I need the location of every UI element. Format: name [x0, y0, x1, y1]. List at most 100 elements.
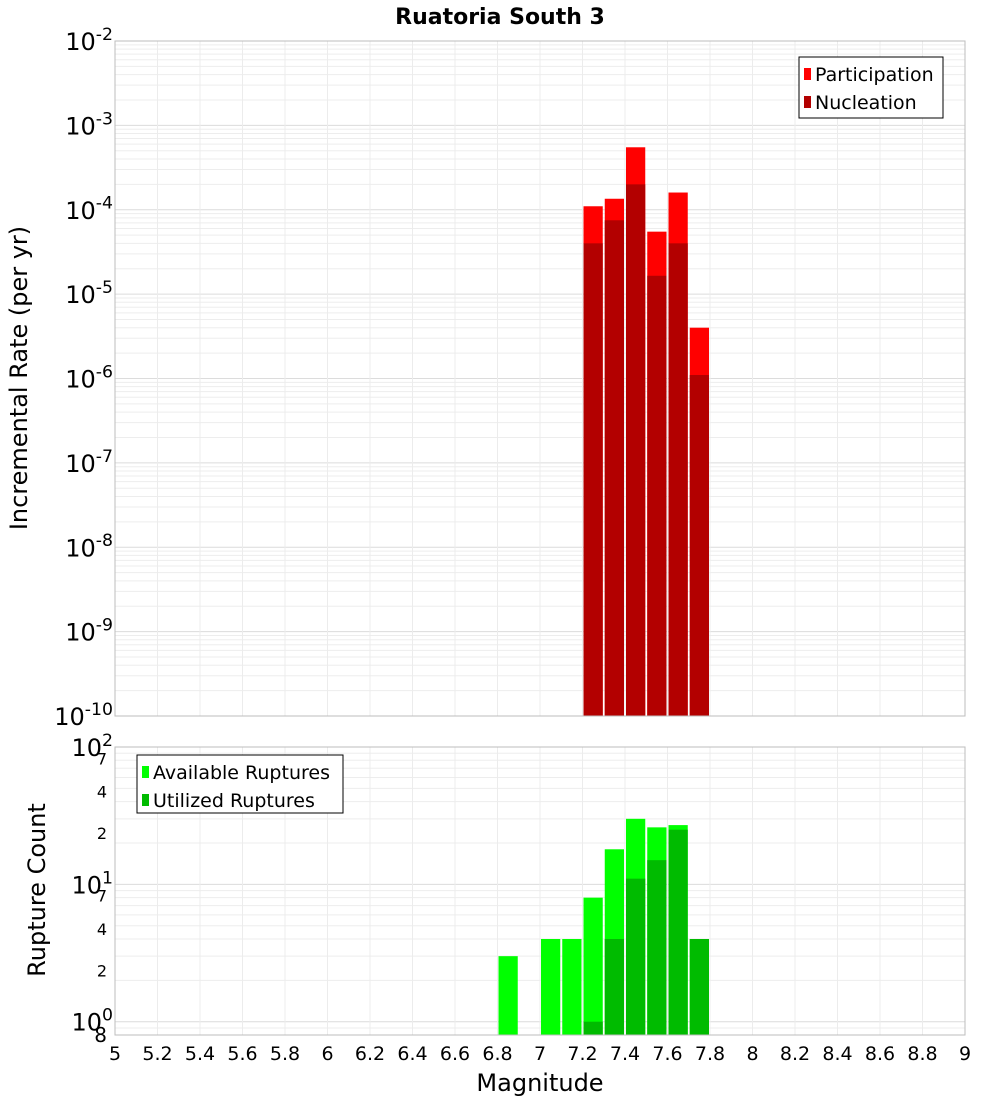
y-axis-title-count: Rupture Count	[23, 803, 51, 977]
y-tick-label-base: 10	[65, 366, 96, 394]
x-tick-label: 5.2	[142, 1043, 172, 1065]
y-tick-label: 100	[71, 1006, 113, 1037]
count-series-1-bar	[668, 829, 688, 1035]
count-series-1-bar	[604, 939, 624, 1035]
x-tick-label: 6	[321, 1043, 333, 1065]
legend-box	[798, 56, 944, 119]
y-tick-label-base: 10	[54, 703, 85, 731]
legend-label: Nucleation	[815, 92, 917, 114]
count-panel: 2 4 7 2 4 7 Available Ruptures Utilized Rupture…	[97, 746, 966, 1036]
count-series-1-bar	[626, 878, 646, 1035]
legend-swatch	[142, 766, 149, 778]
y-tick-label-base: 10	[71, 871, 102, 899]
y-tick-label: 10-8	[65, 531, 113, 562]
count-series-1-bar	[647, 860, 667, 1035]
y-tick-label-base: 10	[65, 619, 96, 647]
y-tick-label-base: 10	[65, 112, 96, 140]
y-tick-label-exp: -8	[96, 531, 113, 551]
count-panel-frame	[114, 746, 966, 1036]
y-axis-title-rate: Incremental Rate (per yr)	[5, 226, 33, 530]
y-tick-label-base: 10	[65, 534, 96, 562]
legend-label: Utilized Ruptures	[153, 790, 315, 812]
x-tick-label: 7.2	[567, 1043, 597, 1065]
legend-label: Available Ruptures	[153, 762, 330, 784]
count-series-1-bar	[583, 1021, 603, 1035]
x-tick-label: 5.8	[270, 1043, 300, 1065]
y-tick-label: 2	[97, 824, 107, 843]
y-tick-label: 102	[71, 731, 113, 762]
y-tick-label-exp: -3	[96, 109, 113, 129]
y-tick-label: 101	[71, 868, 113, 899]
rate-series-1-bar	[647, 275, 667, 716]
y-tick-label: 10-2	[65, 25, 113, 56]
rate-series-1-bar	[626, 184, 646, 717]
count-series-0-bar	[498, 956, 518, 1035]
count-panel-bars	[498, 818, 709, 1035]
rate-series-1-bar	[583, 243, 603, 717]
y-tick-label: 10-3	[65, 109, 113, 140]
rate-series-1-bar	[689, 375, 709, 716]
legend-swatch	[804, 96, 811, 108]
x-tick-label: 8.8	[907, 1043, 937, 1065]
y-tick-label-base: 10	[65, 450, 96, 478]
y-tick-label: 7	[97, 749, 107, 768]
count-series-0-bar	[541, 939, 561, 1035]
y-tick-label: 4	[97, 920, 107, 939]
y-tick-label: 10-10	[54, 700, 113, 731]
x-tick-label: 5.4	[185, 1043, 215, 1065]
x-tick-label: 6.2	[355, 1043, 385, 1065]
x-tick-label: 8.4	[822, 1043, 852, 1065]
x-tick-label: 7.6	[652, 1043, 682, 1065]
y-tick-label: 10-9	[65, 616, 113, 647]
y-tick-label-exp: -10	[85, 700, 113, 720]
x-tick-label: 8.2	[780, 1043, 810, 1065]
x-tick-label: 9	[959, 1043, 971, 1065]
rate-panel-frame	[114, 40, 966, 717]
x-tick-label: 6.4	[397, 1043, 427, 1065]
rate-panel-grid	[114, 40, 966, 717]
legend-swatch	[142, 794, 149, 806]
count-series-0-bar	[583, 897, 603, 1035]
y-tick-label: 7	[97, 887, 107, 906]
y-tick-label-exp: -6	[96, 362, 113, 382]
y-tick-label-base: 10	[71, 734, 102, 762]
y-tick-label: 10-6	[65, 362, 113, 393]
rate-panel-bars	[583, 147, 709, 717]
y-tick-label-exp: -9	[96, 616, 113, 636]
y-tick-label: 10-4	[65, 194, 113, 225]
x-tick-label: 7.8	[695, 1043, 725, 1065]
y-tick-label-exp: 2	[102, 731, 113, 751]
count-series-1-bar	[689, 939, 709, 1035]
x-tick-label: 7	[534, 1043, 546, 1065]
rate-panel-legend: Participation Nucleation	[798, 56, 944, 119]
y-floor-label: 8	[94, 1023, 107, 1047]
y-tick-label: 4	[97, 783, 107, 802]
x-tick-label: 5	[109, 1043, 121, 1065]
y-tick-label: 10-5	[65, 278, 113, 309]
legend-swatch	[804, 68, 811, 80]
x-tick-label: 8.6	[865, 1043, 895, 1065]
legend-label: Participation	[815, 64, 934, 86]
y-tick-label-base: 10	[71, 1009, 102, 1037]
x-tick-label: 5.6	[227, 1043, 257, 1065]
y-tick-label-exp: 1	[102, 868, 113, 888]
x-tick-label: 8	[746, 1043, 758, 1065]
count-panel-legend: Available Ruptures Utilized Ruptures	[136, 754, 344, 814]
x-tick-label: 7.4	[610, 1043, 640, 1065]
rate-panel: Participation Nucleation	[114, 40, 966, 717]
y-tick-label: 2	[97, 961, 107, 980]
y-tick-label-exp: -2	[96, 25, 113, 45]
x-axis-title: Magnitude	[476, 1069, 603, 1097]
y-tick-label: 10-7	[65, 447, 113, 478]
y-tick-label-base: 10	[65, 281, 96, 309]
chart-title: Ruatoria South 3	[395, 5, 605, 30]
y-tick-label-exp: 0	[102, 1006, 113, 1026]
x-tick-label: 6.8	[482, 1043, 512, 1065]
rate-series-1-bar	[604, 220, 624, 717]
count-series-0-bar	[562, 939, 582, 1035]
y-tick-label-exp: -7	[96, 447, 113, 467]
legend-box	[136, 754, 344, 814]
y-tick-label-base: 10	[65, 197, 96, 225]
